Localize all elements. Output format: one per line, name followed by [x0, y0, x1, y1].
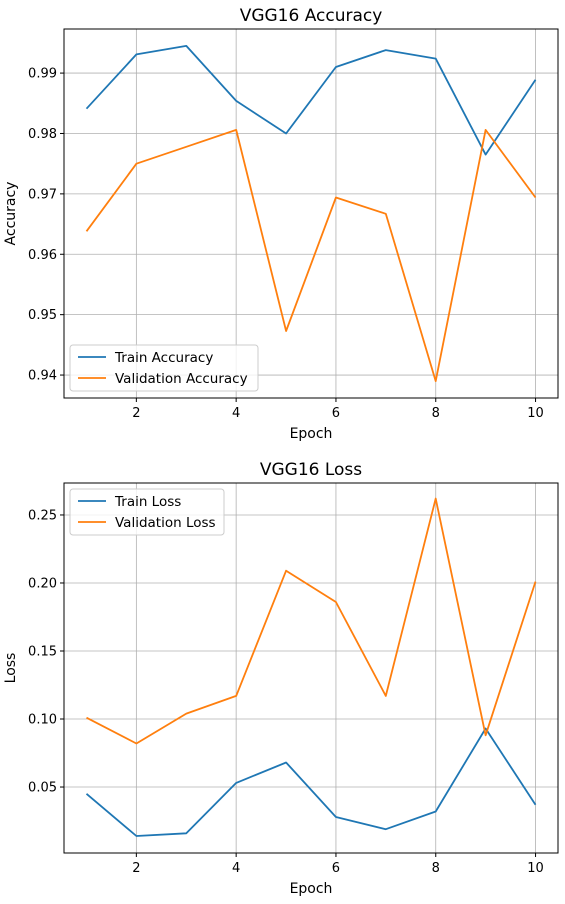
y-tick-label: 0.97: [28, 187, 57, 202]
legend-label: Validation Accuracy: [115, 371, 248, 387]
series-line-train-loss: [85, 727, 537, 837]
series-line-train-accuracy: [85, 45, 537, 156]
series-line-validation-accuracy: [85, 128, 537, 383]
x-axis-label: Epoch: [290, 881, 333, 897]
x-tick-label: 10: [527, 406, 544, 421]
y-axis-label: Loss: [3, 653, 19, 684]
legend: Train Loss Validation Loss: [69, 488, 225, 536]
x-tick-label: 6: [332, 406, 340, 421]
y-tick-label: 0.15: [28, 644, 57, 659]
y-tick-label: 0.94: [28, 369, 57, 384]
legend-label: Train Accuracy: [114, 350, 213, 366]
y-tick-label: 0.20: [28, 576, 57, 591]
y-tick-label: 0.10: [28, 713, 57, 728]
legend-box: [69, 344, 259, 392]
x-tick-label: 4: [232, 861, 240, 876]
chart-title: VGG16 Loss: [260, 460, 362, 480]
legend-label: Validation Loss: [115, 515, 216, 531]
plot-frame: [63, 482, 559, 854]
legend-box: [69, 488, 225, 536]
x-tick-label: 8: [432, 861, 440, 876]
x-tick-label: 2: [132, 406, 140, 421]
y-axis-label: Accuracy: [3, 182, 19, 246]
plot-frame: [63, 28, 559, 399]
x-tick-label: 4: [232, 406, 240, 421]
y-tick-label: 0.96: [28, 248, 57, 263]
series-line-validation-loss: [86, 497, 537, 745]
y-tick-label: 0.98: [28, 127, 57, 142]
legend-label: Train Loss: [114, 494, 181, 510]
loss-chart: 2 4 6 8 10 0.05 0.10 0.15 0.20 0.25 VGG16 Loss Epoc…: [3, 460, 559, 897]
x-axis-label: Epoch: [290, 426, 333, 442]
legend: Train Accuracy Validation Accuracy: [69, 344, 259, 392]
y-tick-label: 0.25: [28, 508, 57, 523]
x-tick-label: 2: [132, 861, 140, 876]
x-tick-label: 8: [432, 406, 440, 421]
accuracy-chart: 2 4 6 8 10 0.94 0.95 0.96 0.97 0.98 0.99 VGG16 Accu…: [3, 6, 559, 442]
x-tick-label: 10: [527, 861, 544, 876]
y-tick-label: 0.05: [28, 781, 57, 796]
y-tick-label: 0.95: [28, 308, 57, 323]
chart-title: VGG16 Accuracy: [240, 6, 383, 26]
x-tick-label: 6: [332, 861, 340, 876]
y-tick-label: 0.99: [28, 67, 57, 82]
